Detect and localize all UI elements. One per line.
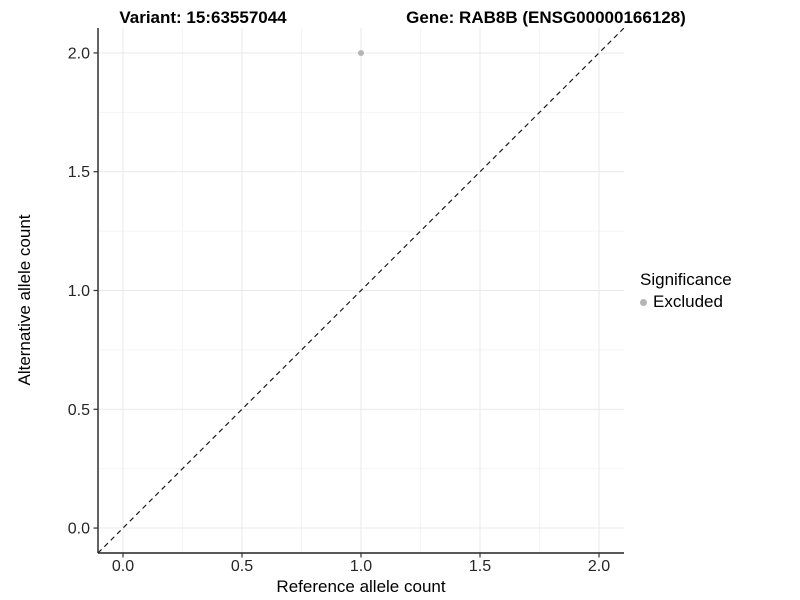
variant-title: Variant: 15:63557044 xyxy=(119,8,287,27)
identity-reference-line xyxy=(97,27,625,554)
y-tick-label: 0.5 xyxy=(68,402,90,419)
x-tick-label: 1.5 xyxy=(469,558,491,575)
y-tick-label: 1.5 xyxy=(68,164,90,181)
x-tick-label: 0.5 xyxy=(231,558,253,575)
data-point xyxy=(358,49,364,56)
x-tick-label: 2.0 xyxy=(588,558,610,575)
x-axis-title: Reference allele count xyxy=(276,577,446,596)
legend-point-icon xyxy=(640,298,647,306)
y-tick-label: 0.0 xyxy=(68,521,90,538)
y-tick-label: 1.0 xyxy=(68,283,90,300)
legend-title: Significance xyxy=(640,270,732,289)
legend-entry-label: Excluded xyxy=(653,292,723,311)
legend: Significance Excluded xyxy=(640,271,732,312)
x-tick-label: 1.0 xyxy=(350,558,372,575)
y-axis-title: Alternative allele count xyxy=(15,214,34,386)
y-tick-label: 2.0 xyxy=(68,45,90,62)
legend-entry-excluded: Excluded xyxy=(640,292,732,312)
gene-title: Gene: RAB8B (ENSG00000166128) xyxy=(406,8,686,27)
x-tick-label: 0.0 xyxy=(112,558,134,575)
